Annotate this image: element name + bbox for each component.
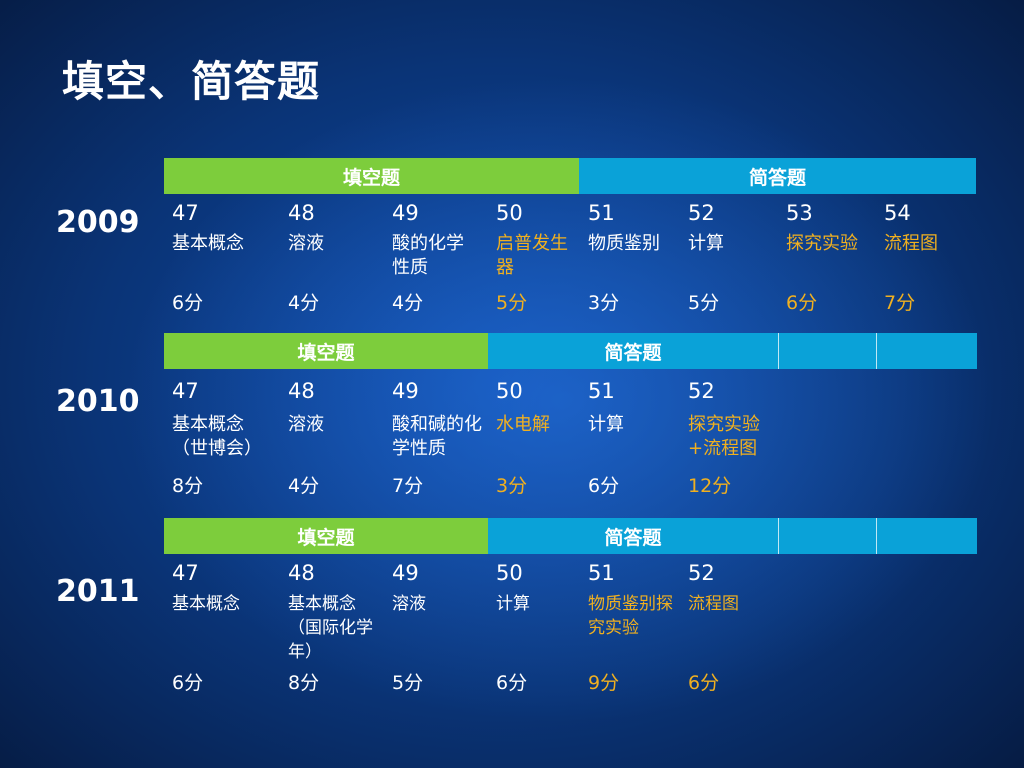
question-topic: 计算 xyxy=(588,414,624,435)
question-topic: 酸的化学性质 xyxy=(392,233,464,278)
question-number: 52 xyxy=(688,561,715,585)
question-topic: 计算 xyxy=(496,594,530,614)
question-score: 5分 xyxy=(392,672,424,694)
question-number: 52 xyxy=(688,379,715,403)
question-number: 50 xyxy=(496,379,523,403)
question-topic: 基本概念（世博会） xyxy=(172,414,262,459)
question-topic: 基本概念 xyxy=(172,233,244,254)
question-topic: 酸和碱的化学性质 xyxy=(392,414,482,459)
question-score: 6分 xyxy=(172,292,204,314)
question-number: 47 xyxy=(172,561,199,585)
question-topic: 启普发生器 xyxy=(496,233,568,278)
question-number: 51 xyxy=(588,561,615,585)
short-answer-header: 简答题 xyxy=(488,333,778,369)
year-label-2009: 2009 xyxy=(56,205,140,240)
empty-header-cell xyxy=(876,333,977,369)
header-row: 填空题 简答题 xyxy=(164,333,977,369)
short-answer-header: 简答题 xyxy=(488,518,778,554)
question-score: 5分 xyxy=(688,292,720,314)
question-number: 50 xyxy=(496,561,523,585)
question-number: 50 xyxy=(496,201,523,225)
question-number: 47 xyxy=(172,379,199,403)
question-number: 48 xyxy=(288,201,315,225)
question-topic: 溶液 xyxy=(392,594,426,614)
question-score: 6分 xyxy=(588,475,620,497)
question-number: 51 xyxy=(588,379,615,403)
question-topic: 计算 xyxy=(688,233,724,254)
question-score: 5分 xyxy=(496,292,528,314)
question-score: 8分 xyxy=(172,475,204,497)
question-score: 9分 xyxy=(588,672,620,694)
question-topic: 物质鉴别探究实验 xyxy=(588,594,673,638)
question-score: 8分 xyxy=(288,672,320,694)
question-topic: 探究实验 xyxy=(786,233,858,254)
table-2011: 填空题 简答题 47 48 49 50 51 52 基本概念 基本概念（国际化学… xyxy=(164,518,977,694)
question-number: 49 xyxy=(392,561,419,585)
empty-header-cell xyxy=(778,333,877,369)
question-score: 6分 xyxy=(172,672,204,694)
question-score: 7分 xyxy=(884,292,916,314)
empty-header-cell xyxy=(778,518,877,554)
question-number: 47 xyxy=(172,201,199,225)
question-number: 49 xyxy=(392,379,419,403)
question-topic: 基本概念 xyxy=(172,594,240,614)
header-row: 填空题 简答题 xyxy=(164,518,977,554)
question-topic: 基本概念（国际化学年） xyxy=(288,594,373,662)
question-score: 6分 xyxy=(496,672,528,694)
table-2009: 填空题 简答题 47 48 49 50 51 52 53 54 基本概念 溶液 … xyxy=(164,158,976,314)
question-score: 3分 xyxy=(588,292,620,314)
question-score: 4分 xyxy=(288,475,320,497)
question-number: 52 xyxy=(688,201,715,225)
question-number: 48 xyxy=(288,379,315,403)
empty-header-cell xyxy=(876,518,977,554)
question-number: 49 xyxy=(392,201,419,225)
fill-blank-header: 填空题 xyxy=(164,518,488,554)
fill-blank-header: 填空题 xyxy=(164,158,579,194)
year-label-2011: 2011 xyxy=(56,574,140,609)
question-score: 3分 xyxy=(496,475,528,497)
question-number: 48 xyxy=(288,561,315,585)
question-score: 7分 xyxy=(392,475,424,497)
question-score: 4分 xyxy=(392,292,424,314)
question-topic: 探究实验+流程图 xyxy=(688,414,760,459)
question-score: 4分 xyxy=(288,292,320,314)
question-topic: 水电解 xyxy=(496,414,550,435)
short-answer-header: 简答题 xyxy=(579,158,976,194)
question-score: 12分 xyxy=(688,475,732,497)
question-score: 6分 xyxy=(688,672,720,694)
question-topic: 流程图 xyxy=(884,233,938,254)
question-topic: 流程图 xyxy=(688,594,739,614)
slide-title: 填空、简答题 xyxy=(62,57,321,106)
table-2010: 填空题 简答题 47 48 49 50 51 52 基本概念（世博会） 溶液 酸… xyxy=(164,333,977,497)
year-label-2010: 2010 xyxy=(56,384,140,419)
question-topic: 物质鉴别 xyxy=(588,233,660,254)
fill-blank-header: 填空题 xyxy=(164,333,488,369)
question-number: 51 xyxy=(588,201,615,225)
question-topic: 溶液 xyxy=(288,233,324,254)
question-number: 53 xyxy=(786,201,813,225)
question-score: 6分 xyxy=(786,292,818,314)
question-topic: 溶液 xyxy=(288,414,324,435)
question-number: 54 xyxy=(884,201,911,225)
header-row: 填空题 简答题 xyxy=(164,158,976,194)
